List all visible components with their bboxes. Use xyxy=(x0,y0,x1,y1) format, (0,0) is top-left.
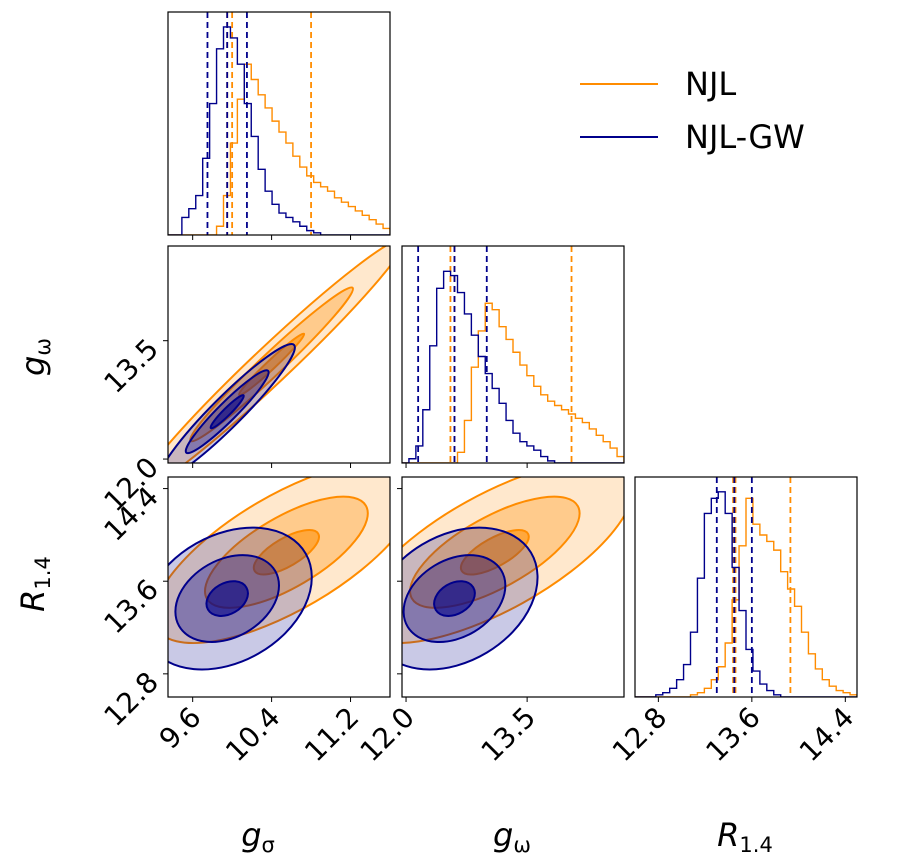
legend-njl-label: NJL xyxy=(685,65,736,103)
x-tick-label-gw: 12.0 xyxy=(354,701,421,768)
y-tick-label-r14: 12.8 xyxy=(98,665,165,732)
panel-frame-r14_vs_gs xyxy=(167,476,391,698)
hist-panel-gs xyxy=(168,12,390,235)
hist-step-r14-1 xyxy=(635,491,857,697)
panel-frame-gw_vs_gs xyxy=(167,245,391,464)
hist-step-gw-1 xyxy=(402,270,624,463)
contour-level-gw_vs_gs-1-2 xyxy=(209,394,245,430)
contour-level-r14_vs_gs-1-2 xyxy=(205,580,249,617)
hist-step-gs-1 xyxy=(168,26,390,235)
legend-njlgw-label: NJL-GW xyxy=(685,118,805,156)
y-tick-label-r14: 13.6 xyxy=(98,573,165,640)
x-tick-label-r14: 14.4 xyxy=(793,701,860,768)
panel-frame-r14 xyxy=(634,476,858,698)
panels-layer xyxy=(163,11,858,702)
contour-level-r14_vs_gw-0-2 xyxy=(459,529,530,576)
x-tick-label-r14: 12.8 xyxy=(606,701,673,768)
x-axis-label-gw: gω xyxy=(493,816,531,857)
y-tick-label-gw: 13.5 xyxy=(98,332,165,399)
labels-layer: NJL NJL-GW gσ gω R1.4 gω R1.4 9.6 10.4 11.… xyxy=(14,65,860,857)
contour-panel-r14_vs_gw xyxy=(402,477,624,671)
contour-level-r14_vs_gw-1-2 xyxy=(433,580,476,617)
hist-step-gs-0 xyxy=(168,63,390,235)
legend: NJL NJL-GW xyxy=(580,65,805,156)
panel-frame-gs xyxy=(167,11,391,236)
hist-step-r14-0 xyxy=(635,497,857,697)
x-tick-label-gs: 11.2 xyxy=(298,701,365,768)
hist-panel-r14 xyxy=(635,477,857,697)
contour-panel-r14_vs_gs xyxy=(168,477,390,671)
panel-frame-gw xyxy=(401,245,625,464)
y-axis-label-gw: gω xyxy=(14,338,55,376)
x-tick-label-gs: 9.6 xyxy=(153,701,208,756)
hist-step-gw-0 xyxy=(402,302,624,463)
contour-panel-gw_vs_gs xyxy=(168,246,390,463)
y-axis-label-r14: R1.4 xyxy=(14,556,55,612)
x-tick-label-r14: 13.6 xyxy=(699,701,766,768)
panel-frame-r14_vs_gw xyxy=(401,476,625,698)
hist-panel-gw xyxy=(402,246,624,463)
contour-level-gw_vs_gs-0-2 xyxy=(238,332,306,397)
x-tick-label-gs: 10.4 xyxy=(219,701,286,768)
x-axis-label-r14: R1.4 xyxy=(717,816,773,857)
x-tick-label-gw: 13.5 xyxy=(475,701,542,768)
x-axis-label-gs: gσ xyxy=(241,816,275,857)
